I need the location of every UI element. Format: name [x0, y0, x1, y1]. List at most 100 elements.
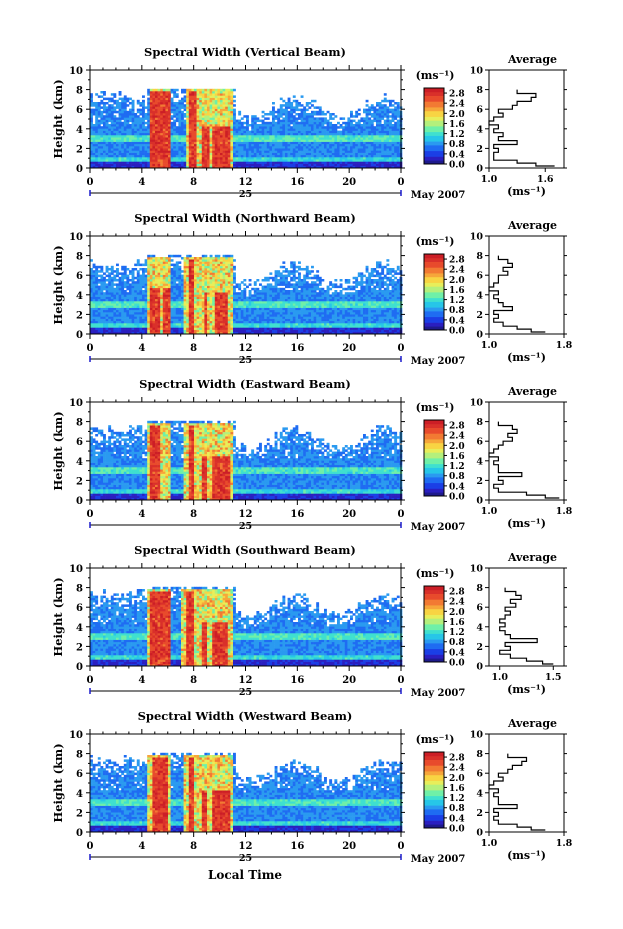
x-tick-label: 8: [190, 177, 197, 188]
y-tick-label: 10: [69, 730, 83, 741]
y-tick-label: 6: [76, 271, 83, 282]
average-title: Average: [507, 219, 557, 232]
heatmap-cells: [90, 254, 403, 335]
average-x-tick: 1.0: [491, 672, 508, 683]
average-y-tick: 10: [470, 398, 484, 409]
day-label: 25: [239, 853, 252, 864]
colorbar-tick: 2.4: [449, 598, 465, 608]
heatmap-cells: [90, 88, 403, 169]
panel-title: Spectral Width (Southward Beam): [134, 543, 356, 557]
y-tick-label: 0: [76, 662, 83, 673]
colorbar: 0.00.40.81.21.62.02.42.8: [423, 253, 465, 337]
average-x-tick: 1.8: [556, 506, 573, 517]
colorbar: 0.00.40.81.21.62.02.42.8: [423, 585, 465, 669]
colorbar-tick: 1.6: [449, 452, 465, 462]
y-tick-label: 4: [76, 623, 83, 634]
x-tick-label: 16: [290, 177, 304, 188]
y-tick-label: 4: [76, 291, 83, 302]
colorbar-tick: 2.4: [449, 764, 465, 774]
colorbar-unit: (ms⁻¹): [416, 733, 455, 746]
average-title: Average: [507, 717, 557, 730]
colorbar-tick: 0.4: [449, 482, 465, 492]
x-tick-label: 8: [190, 509, 197, 520]
colorbar-tick: 1.6: [449, 286, 465, 296]
colorbar-tick: 0.4: [449, 316, 465, 326]
average-y-tick: 2: [476, 476, 483, 487]
colorbar-unit: (ms⁻¹): [416, 567, 455, 580]
y-tick-label: 10: [69, 66, 83, 77]
y-tick-label: 8: [76, 418, 83, 429]
panel-title: Spectral Width (Northward Beam): [134, 211, 356, 225]
colorbar-tick: 0.0: [449, 327, 465, 337]
y-tick-label: 2: [76, 476, 83, 487]
y-tick-label: 2: [76, 310, 83, 321]
colorbar-tick: 0.4: [449, 150, 465, 160]
average-frame: [488, 567, 565, 667]
average-y-tick: 10: [470, 66, 484, 77]
colorbar-tick: 1.2: [449, 296, 465, 306]
day-label: 25: [239, 521, 252, 532]
colorbar-unit: (ms⁻¹): [416, 69, 455, 82]
average-y-tick: 10: [470, 564, 484, 575]
average-x-tick: 1.0: [481, 340, 498, 351]
beam-panel: Spectral Width (Northward Beam) 0 2 4 6 8 10 0 4…: [51, 211, 573, 367]
x-tick-label: 16: [290, 841, 304, 852]
y-axis-label: Height (km): [51, 79, 65, 158]
y-axis-label: Height (km): [51, 577, 65, 656]
average-y-tick: 2: [476, 808, 483, 819]
average-unit: (ms⁻¹): [507, 517, 546, 530]
colorbar-tick: 2.8: [449, 754, 465, 764]
average-unit: (ms⁻¹): [507, 849, 546, 862]
colorbar: 0.00.40.81.21.62.02.42.8: [423, 87, 465, 171]
average-y-tick: 4: [476, 788, 483, 799]
average-y-tick: 0: [476, 662, 483, 673]
x-tick-label: 8: [190, 675, 197, 686]
average-x-tick: 1.8: [556, 340, 573, 351]
x-tick-label: 4: [138, 841, 145, 852]
x-tick-label: 16: [290, 343, 304, 354]
date-label: May 2007: [411, 356, 466, 367]
x-tick-label: 0: [87, 841, 94, 852]
panel-title: Spectral Width (Vertical Beam): [144, 45, 346, 59]
colorbar-unit: (ms⁻¹): [416, 235, 455, 248]
x-tick-label: 12: [239, 509, 253, 520]
average-x-tick: 1.8: [556, 838, 573, 849]
y-tick-label: 10: [69, 232, 83, 243]
colorbar-tick: 1.2: [449, 462, 465, 472]
average-y-tick: 8: [476, 583, 483, 594]
colorbar: 0.00.40.81.21.62.02.42.8: [423, 419, 465, 503]
beam-panel: Spectral Width (Southward Beam) 0 2 4 6 8 10 0 4…: [51, 543, 567, 699]
average-y-tick: 0: [476, 496, 483, 507]
average-y-tick: 8: [476, 251, 483, 262]
y-tick-label: 4: [76, 125, 83, 136]
x-axis-title: Local Time: [208, 868, 282, 882]
x-tick-label: 0: [398, 177, 405, 188]
average-title: Average: [507, 385, 557, 398]
average-unit: (ms⁻¹): [507, 683, 546, 696]
colorbar: 0.00.40.81.21.62.02.42.8: [423, 751, 465, 835]
x-tick-label: 0: [87, 509, 94, 520]
average-frame: [488, 235, 565, 335]
colorbar-tick: 2.0: [449, 774, 465, 784]
average-x-tick: 1.5: [545, 672, 562, 683]
x-tick-label: 12: [239, 343, 253, 354]
y-tick-label: 8: [76, 584, 83, 595]
average-y-tick: 8: [476, 85, 483, 96]
x-tick-label: 0: [398, 509, 405, 520]
average-y-tick: 4: [476, 124, 483, 135]
y-tick-label: 2: [76, 642, 83, 653]
average-y-tick: 2: [476, 144, 483, 155]
colorbar-tick: 0.4: [449, 648, 465, 658]
y-tick-label: 8: [76, 252, 83, 263]
y-tick-label: 4: [76, 457, 83, 468]
colorbar-tick: 0.8: [449, 140, 465, 150]
x-tick-label: 20: [342, 177, 356, 188]
colorbar-tick: 1.6: [449, 120, 465, 130]
day-label: 25: [239, 687, 252, 698]
x-tick-label: 0: [87, 675, 94, 686]
day-label: 25: [239, 355, 252, 366]
average-profile-line: [488, 753, 546, 831]
x-tick-label: 0: [87, 343, 94, 354]
x-tick-label: 4: [138, 675, 145, 686]
